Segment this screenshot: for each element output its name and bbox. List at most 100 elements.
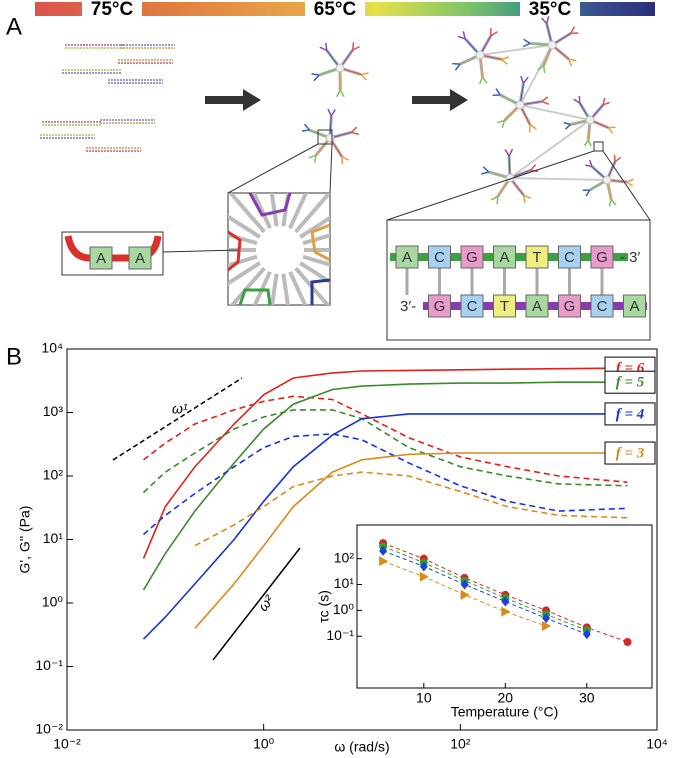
inset-trend — [382, 550, 587, 635]
strand-stub — [228, 254, 258, 268]
base-letter: C — [564, 249, 575, 266]
temp-gap — [520, 0, 580, 18]
x-tick-label: 10⁻² — [53, 736, 81, 752]
star-branch — [327, 108, 332, 117]
star-branch — [350, 126, 358, 133]
base-box — [623, 294, 646, 318]
star-branch — [360, 73, 367, 81]
star-branch — [570, 26, 576, 34]
star-branch — [496, 196, 499, 205]
base-letter: C — [434, 249, 445, 266]
temperature-label: 35°C — [529, 0, 572, 20]
strand-stub — [228, 232, 258, 246]
star-branch — [454, 63, 461, 71]
star-branch — [351, 131, 359, 135]
strand-stub — [252, 271, 272, 305]
strand-stub — [228, 261, 261, 286]
star-branch — [501, 120, 506, 129]
star-branch — [341, 156, 344, 165]
arrow — [205, 96, 245, 104]
schematic: A A A C G A T C G - 3′ 3′- G C T A G C A — [40, 16, 651, 341]
star-branch — [610, 199, 617, 206]
base-box — [558, 294, 581, 318]
inset-point — [379, 556, 389, 567]
x-tick-label: 10⁰ — [253, 736, 275, 752]
inset-point — [542, 613, 551, 624]
inset-y-tick-label: 10⁻¹ — [326, 627, 354, 643]
star-branch — [490, 31, 498, 37]
star-branch — [613, 154, 616, 162]
base-letter: G — [596, 249, 608, 266]
star-branch — [602, 101, 610, 106]
inset-x-tick-label: 20 — [498, 690, 514, 706]
arrow — [450, 89, 468, 111]
base-box — [428, 245, 451, 269]
star-branch — [614, 156, 622, 163]
base-box — [460, 294, 484, 318]
inset-y-label: τc (s) — [316, 590, 332, 623]
star-branch — [481, 76, 488, 84]
star-branch — [462, 31, 466, 39]
base-letter: A — [499, 249, 509, 266]
star-branch — [303, 123, 311, 131]
star-branch — [308, 154, 317, 159]
base-letter: T — [500, 298, 509, 315]
star-branch — [545, 16, 550, 24]
link — [509, 177, 608, 181]
strand-stub — [294, 266, 330, 305]
junction — [228, 193, 330, 305]
base-box — [525, 245, 549, 269]
star-branch — [339, 89, 345, 98]
loss-modulus-line — [142, 409, 628, 494]
storage-modulus-line — [142, 381, 628, 591]
star-branch — [607, 127, 614, 134]
inset-point — [419, 571, 429, 582]
star-branch — [608, 126, 616, 129]
base-letter: C — [597, 298, 608, 315]
star-branch — [311, 73, 320, 76]
star-branch — [568, 58, 573, 67]
star-branch — [496, 119, 505, 124]
x-tick-label: 10² — [450, 736, 471, 752]
star-branch — [522, 195, 526, 203]
strand-stub — [228, 214, 261, 239]
inset-x-label: Temperature (°C) — [451, 704, 559, 720]
inset-point — [379, 545, 388, 556]
strand-stub — [302, 254, 330, 267]
star-branch — [537, 64, 545, 71]
y-tick-label: 10⁴ — [41, 340, 63, 356]
zoom-spot — [593, 141, 604, 152]
star-branch — [540, 17, 548, 25]
strand-end: - 3′ — [620, 249, 641, 266]
star-branch — [319, 46, 328, 52]
star-branch — [482, 166, 490, 173]
base-letter: G — [466, 249, 478, 266]
link — [509, 119, 591, 179]
zoom-spot — [317, 129, 333, 145]
base-box — [558, 245, 581, 269]
arm-end — [238, 288, 272, 305]
star-branch — [481, 171, 489, 175]
link — [479, 44, 553, 56]
link — [519, 104, 591, 121]
legend-label: f = 5 — [616, 375, 645, 391]
star-branch — [313, 74, 320, 82]
star-branch — [313, 154, 317, 163]
star-branch — [585, 164, 593, 168]
legend-box — [604, 402, 656, 426]
base-box — [128, 246, 152, 270]
base-letter: A — [532, 298, 542, 315]
star-core — [335, 63, 345, 73]
y-tick-label: 10² — [43, 467, 64, 483]
storage-modulus-line — [142, 367, 628, 559]
star-branch — [541, 96, 549, 103]
star-branch — [508, 148, 514, 157]
star-branch — [504, 149, 510, 157]
star-branch — [568, 58, 577, 62]
star-branch — [501, 58, 508, 65]
star-branch — [360, 72, 369, 76]
y-axis-label: G', G'' (Pa) — [17, 506, 33, 574]
strand-stub — [251, 193, 272, 229]
y-tick-label: 10⁻² — [35, 721, 63, 737]
